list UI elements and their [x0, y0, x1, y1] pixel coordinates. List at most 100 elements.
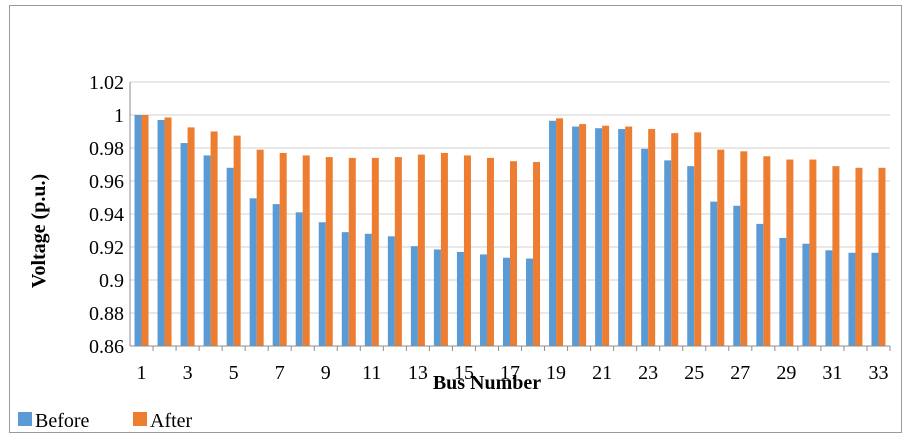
y-tick-label: 0.86	[89, 336, 124, 358]
bar-after-bus-9	[325, 157, 333, 346]
x-tick-label: 13	[408, 362, 428, 384]
bar-before-bus-25	[687, 166, 695, 346]
bar-after-bus-32	[855, 167, 863, 346]
bar-after-bus-28	[763, 156, 771, 346]
bar-after-bus-24	[671, 133, 679, 346]
bar-after-bus-21	[602, 125, 610, 346]
bar-before-bus-12	[387, 236, 395, 346]
x-tick-label: 7	[275, 362, 285, 384]
bar-after-bus-10	[348, 157, 356, 346]
bar-before-bus-14	[433, 249, 441, 346]
x-tick-label: 1	[137, 362, 147, 384]
x-tick-label: 33	[868, 362, 888, 384]
x-tick-label: 19	[546, 362, 566, 384]
bar-after-bus-26	[717, 149, 725, 346]
bar-after-bus-18	[533, 162, 541, 346]
bar-after-bus-13	[417, 154, 425, 346]
bar-after-bus-23	[648, 129, 656, 346]
bar-before-bus-19	[549, 120, 557, 347]
bar-after-bus-20	[579, 124, 587, 346]
bar-before-bus-10	[341, 232, 349, 346]
y-tick-label: 0.98	[89, 138, 124, 160]
axes	[129, 82, 891, 351]
bar-before-bus-18	[526, 258, 534, 346]
legend: Before After	[18, 410, 193, 432]
x-tick-label: 11	[362, 362, 381, 384]
bar-after-bus-22	[625, 126, 633, 346]
bar-before-bus-29	[779, 237, 787, 346]
bar-before-bus-22	[618, 129, 626, 346]
bar-after-bus-11	[371, 157, 379, 346]
bar-after-bus-2	[164, 117, 172, 346]
bar-before-bus-31	[825, 250, 833, 346]
bar-after-bus-3	[187, 127, 195, 346]
bar-before-bus-23	[641, 148, 649, 346]
bar-before-bus-21	[595, 128, 603, 346]
x-tick-label: 21	[592, 362, 612, 384]
bar-after-bus-33	[878, 167, 886, 346]
bar-before-bus-20	[572, 126, 580, 346]
bar-after-bus-27	[740, 151, 748, 346]
bar-after-bus-8	[302, 155, 310, 346]
x-tick-label: 3	[183, 362, 193, 384]
bars	[134, 115, 886, 347]
bar-after-bus-19	[556, 118, 564, 346]
bar-before-bus-6	[249, 198, 257, 346]
bar-after-bus-5	[233, 135, 241, 346]
y-tick-label: 0.9	[99, 270, 124, 292]
bar-before-bus-4	[203, 155, 211, 346]
y-axis-title: Voltage (p.u.)	[28, 174, 50, 288]
x-tick-label: 17	[500, 362, 520, 384]
bar-before-bus-8	[295, 212, 303, 346]
bar-before-bus-3	[180, 143, 188, 346]
x-tick-label: 27	[730, 362, 750, 384]
legend-swatch-after	[133, 412, 147, 426]
bar-before-bus-33	[871, 252, 879, 346]
x-tick-label: 9	[321, 362, 331, 384]
legend-swatch-before	[18, 412, 32, 426]
legend-label-after: After	[150, 410, 193, 432]
bar-after-bus-30	[809, 159, 817, 346]
bar-before-bus-7	[272, 204, 280, 346]
y-tick-label: 1	[114, 105, 124, 127]
bar-before-bus-27	[733, 205, 741, 346]
bar-after-bus-31	[832, 166, 840, 346]
y-tick-label: 0.94	[89, 204, 124, 226]
x-axis-title: Bus Number	[433, 372, 541, 394]
bar-after-bus-1	[141, 115, 149, 346]
bar-after-bus-4	[210, 131, 218, 346]
bar-before-bus-9	[318, 222, 326, 346]
bar-before-bus-16	[479, 254, 487, 346]
bar-before-bus-5	[226, 167, 234, 346]
bar-after-bus-15	[463, 155, 471, 346]
x-tick-label: 5	[229, 362, 239, 384]
bar-before-bus-26	[710, 201, 718, 346]
y-tick-label: 0.88	[89, 303, 124, 325]
x-tick-label: 25	[684, 362, 704, 384]
bar-before-bus-32	[848, 252, 856, 346]
bar-after-bus-25	[694, 132, 702, 346]
x-tick-label: 23	[638, 362, 658, 384]
bar-before-bus-17	[503, 257, 510, 346]
x-tick-labels: 1 3 5 7 9 11 13 15 17 19 21 23 25 27 29 31 33	[137, 362, 889, 384]
bar-after-bus-12	[394, 157, 402, 346]
bar-after-bus-17	[510, 161, 517, 346]
x-tick-label: 31	[822, 362, 842, 384]
y-tick-label: 1.02	[89, 72, 124, 94]
bar-after-bus-6	[256, 149, 264, 346]
bar-after-bus-16	[486, 157, 494, 346]
bar-before-bus-2	[157, 119, 165, 346]
legend-label-before: Before	[35, 410, 90, 432]
bar-before-bus-15	[456, 251, 464, 346]
bar-before-bus-11	[364, 233, 372, 346]
bar-before-bus-30	[802, 243, 810, 346]
y-tick-label: 0.92	[89, 237, 124, 259]
bar-before-bus-28	[756, 223, 764, 346]
bar-after-bus-7	[279, 152, 287, 346]
bar-before-bus-13	[410, 246, 418, 346]
bar-after-bus-29	[786, 159, 794, 346]
x-tick-label: 15	[454, 362, 474, 384]
bar-before-bus-1	[134, 115, 142, 346]
bar-before-bus-24	[664, 160, 672, 346]
